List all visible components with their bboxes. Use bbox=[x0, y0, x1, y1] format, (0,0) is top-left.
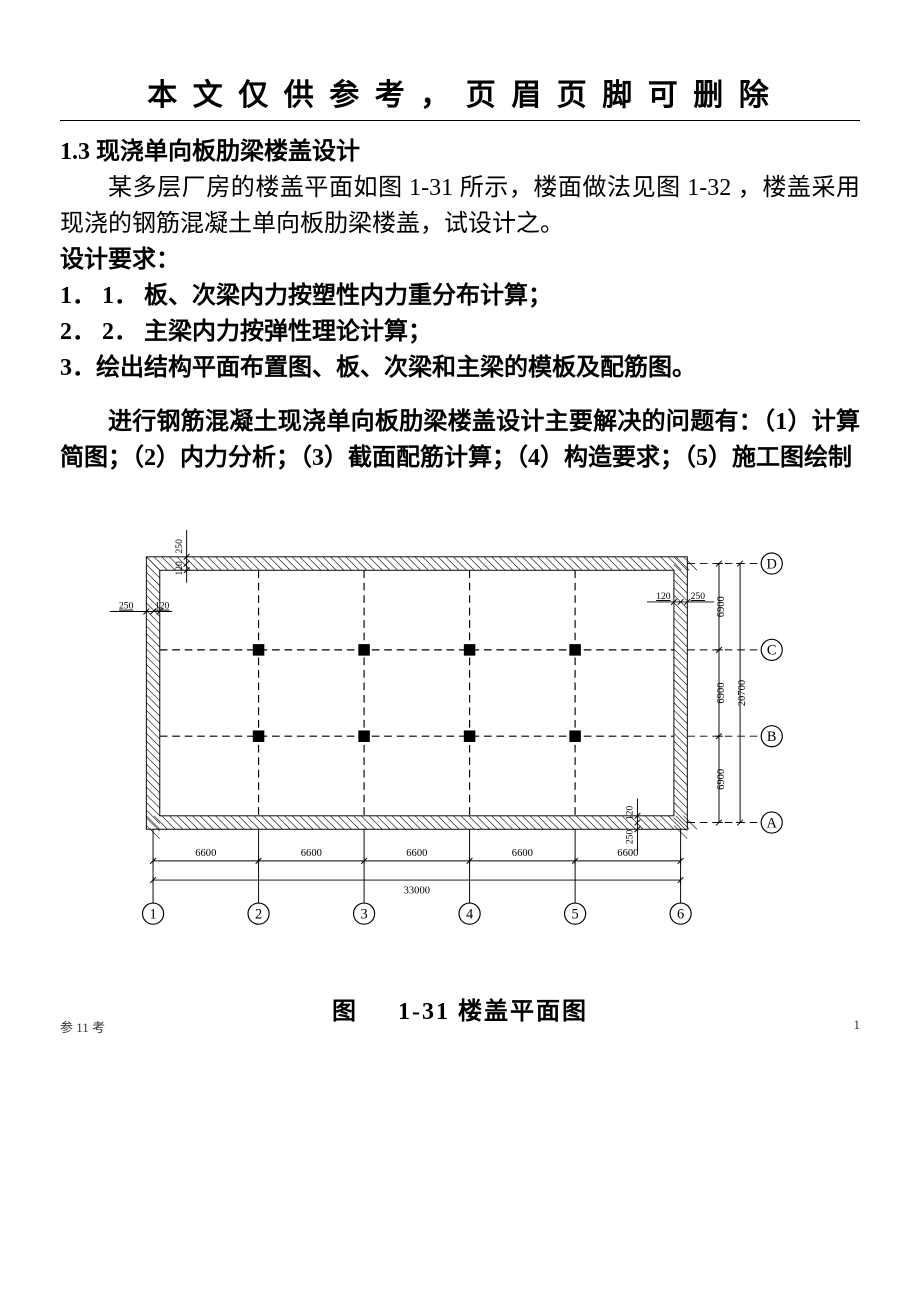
svg-text:6900: 6900 bbox=[716, 769, 727, 790]
svg-text:120: 120 bbox=[656, 591, 671, 602]
svg-text:6600: 6600 bbox=[512, 848, 533, 859]
svg-text:6: 6 bbox=[677, 906, 684, 922]
svg-text:5: 5 bbox=[572, 906, 579, 922]
requirement-3: 3．绘出结构平面布置图、板、次梁和主梁的模板及配筋图。 bbox=[60, 350, 860, 386]
svg-text:250: 250 bbox=[691, 591, 706, 602]
requirements-label: 设计要求： bbox=[60, 242, 860, 278]
svg-text:33000: 33000 bbox=[404, 886, 430, 897]
section-number: 1.3 bbox=[60, 139, 90, 165]
header-note: 本 文 仅 供 参 考 ， 页 眉 页 脚 可 删 除 bbox=[60, 70, 860, 114]
svg-text:20700: 20700 bbox=[737, 680, 748, 706]
svg-text:2: 2 bbox=[255, 906, 262, 922]
intro-paragraph: 某多层厂房的楼盖平面如图 1-31 所示，楼面做法见图 1-32 ，楼盖采用现浇… bbox=[60, 170, 860, 242]
floor-plan-svg: 1 2 3 4 5 6 A B C D 6600 6600 6600 6600 6600 33000 6900 6… bbox=[95, 506, 825, 976]
svg-text:6600: 6600 bbox=[617, 848, 638, 859]
svg-text:4: 4 bbox=[466, 906, 473, 922]
header-rule bbox=[60, 120, 860, 121]
requirement-1: 1． 1． 板、次梁内力按塑性内力重分布计算； bbox=[60, 278, 860, 314]
svg-text:250: 250 bbox=[625, 830, 636, 845]
svg-text:250: 250 bbox=[174, 539, 185, 554]
svg-text:6900: 6900 bbox=[716, 682, 727, 703]
svg-text:6600: 6600 bbox=[406, 848, 427, 859]
page-footer: 参 11 考 1 bbox=[60, 1017, 860, 1036]
svg-text:6900: 6900 bbox=[716, 596, 727, 617]
svg-text:120: 120 bbox=[155, 601, 170, 612]
svg-text:120: 120 bbox=[625, 806, 636, 821]
svg-text:A: A bbox=[767, 815, 778, 831]
svg-text:C: C bbox=[767, 643, 777, 659]
section-heading: 1.3 现浇单向板肋梁楼盖设计 bbox=[60, 131, 860, 166]
svg-text:250: 250 bbox=[119, 601, 134, 612]
footer-left: 参 11 考 bbox=[60, 1017, 105, 1036]
svg-text:3: 3 bbox=[360, 906, 367, 922]
svg-text:6600: 6600 bbox=[195, 848, 216, 859]
section-title-text: 现浇单向板肋梁楼盖设计 bbox=[96, 139, 360, 165]
svg-text:B: B bbox=[767, 729, 777, 745]
figure-1-31: 1 2 3 4 5 6 A B C D 6600 6600 6600 6600 6600 33000 6900 6… bbox=[60, 506, 860, 1026]
footer-page-number: 1 bbox=[854, 1017, 861, 1036]
svg-text:120: 120 bbox=[174, 561, 185, 576]
svg-text:D: D bbox=[767, 556, 777, 572]
requirement-2: 2． 2． 主梁内力按弹性理论计算； bbox=[60, 314, 860, 350]
svg-text:1: 1 bbox=[149, 906, 156, 922]
svg-text:6600: 6600 bbox=[301, 848, 322, 859]
problems-paragraph: 进行钢筋混凝土现浇单向板肋梁楼盖设计主要解决的问题有：（1）计算简图；（2）内力… bbox=[60, 404, 860, 476]
